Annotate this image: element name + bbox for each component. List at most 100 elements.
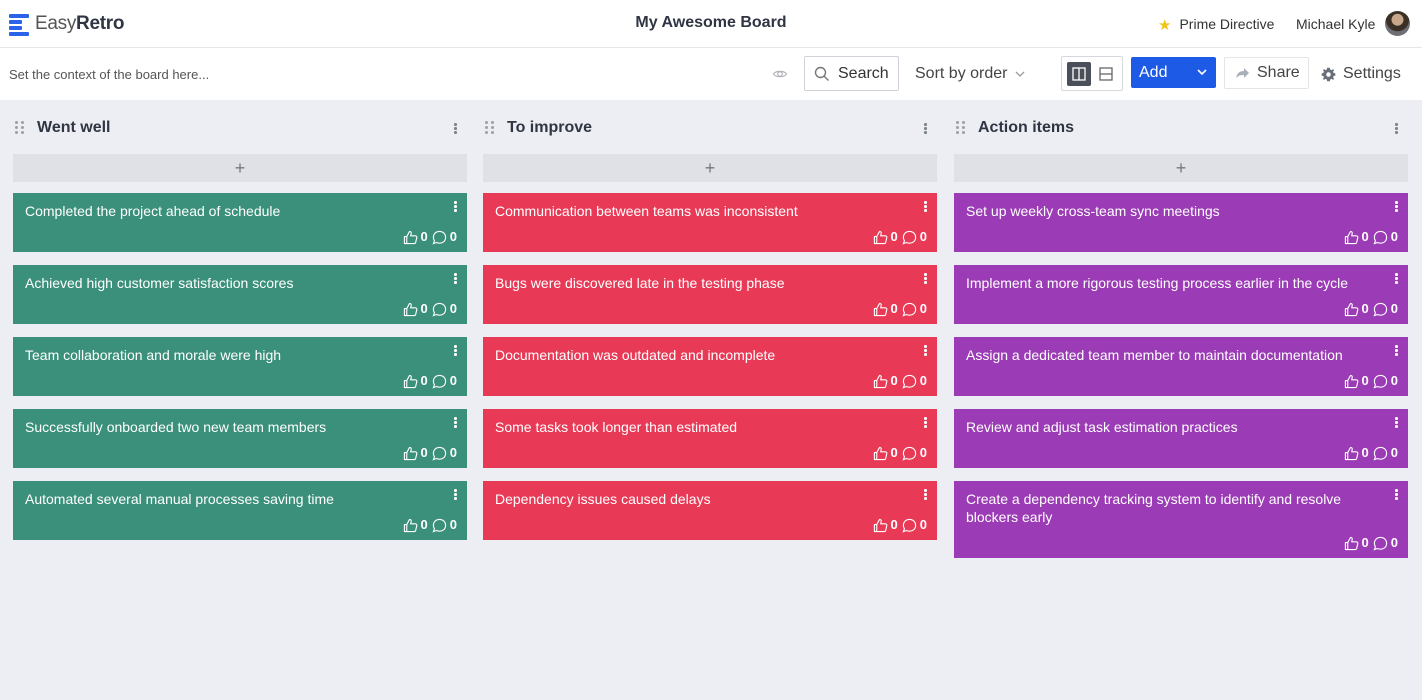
card-menu-icon[interactable] <box>451 199 459 213</box>
sort-dropdown[interactable]: Sort by order <box>915 65 1025 83</box>
card-menu-icon[interactable] <box>921 487 929 501</box>
card-menu-icon[interactable] <box>921 343 929 357</box>
card-menu-icon[interactable] <box>1392 343 1400 357</box>
comment-icon <box>1373 536 1387 551</box>
add-card-button[interactable]: + <box>483 154 937 182</box>
like-button[interactable] <box>403 374 418 389</box>
column-title[interactable]: Action items <box>978 119 1075 136</box>
card-menu-icon[interactable] <box>921 271 929 285</box>
card-menu-icon[interactable] <box>451 487 459 501</box>
avatar[interactable] <box>1385 11 1410 36</box>
card[interactable]: Bugs were discovered late in the testing… <box>483 265 937 324</box>
like-button[interactable] <box>403 518 418 533</box>
column-title[interactable]: To improve <box>507 119 593 136</box>
card-footer: 0 0 <box>873 228 927 246</box>
card-menu-icon[interactable] <box>1392 271 1400 285</box>
card-menu-icon[interactable] <box>451 415 459 429</box>
add-button[interactable]: Add <box>1131 57 1216 88</box>
prime-directive-link[interactable]: ★ Prime Directive <box>1158 15 1274 34</box>
comment-button[interactable] <box>902 374 917 389</box>
card-text: Dependency issues caused delays <box>495 491 711 507</box>
card-menu-icon[interactable] <box>921 415 929 429</box>
comment-button[interactable] <box>432 446 447 461</box>
card[interactable]: Automated several manual processes savin… <box>13 481 467 540</box>
like-count: 0 <box>890 229 898 244</box>
board-context-input[interactable]: Set the context of the board here... <box>9 67 210 82</box>
card-text: Create a dependency tracking system to i… <box>966 491 1342 525</box>
like-button[interactable] <box>873 302 888 317</box>
column-menu-icon[interactable] <box>1392 121 1400 135</box>
card[interactable]: Documentation was outdated and incomplet… <box>483 337 937 396</box>
like-count: 0 <box>1361 535 1369 550</box>
comment-button[interactable] <box>1373 536 1388 551</box>
add-card-button[interactable]: + <box>954 154 1408 182</box>
comment-button[interactable] <box>1373 230 1388 245</box>
card[interactable]: Set up weekly cross-team sync meetings 0… <box>954 193 1408 252</box>
card[interactable]: Some tasks took longer than estimated 0 … <box>483 409 937 468</box>
card[interactable]: Team collaboration and morale were high … <box>13 337 467 396</box>
card-menu-icon[interactable] <box>921 199 929 213</box>
card-text: Team collaboration and morale were high <box>25 347 282 363</box>
like-button[interactable] <box>1344 374 1359 389</box>
user-name[interactable]: Michael Kyle <box>1296 16 1376 32</box>
comment-count: 0 <box>919 373 927 388</box>
column-menu-icon[interactable] <box>451 121 459 135</box>
card[interactable]: Successfully onboarded two new team memb… <box>13 409 467 468</box>
share-button[interactable]: Share <box>1224 57 1309 89</box>
card[interactable]: Dependency issues caused delays 0 0 <box>483 481 937 540</box>
comment-button[interactable] <box>432 302 447 317</box>
settings-button[interactable]: Settings <box>1321 65 1401 83</box>
comment-count: 0 <box>919 445 927 460</box>
card[interactable]: Review and adjust task estimation practi… <box>954 409 1408 468</box>
card-menu-icon[interactable] <box>1392 487 1400 501</box>
comment-count: 0 <box>919 229 927 244</box>
easyretro-logo[interactable]: EasyRetro <box>9 12 124 36</box>
like-button[interactable] <box>873 446 888 461</box>
board-title[interactable]: My Awesome Board <box>635 14 787 31</box>
card[interactable]: Create a dependency tracking system to i… <box>954 481 1408 558</box>
like-button[interactable] <box>1344 536 1359 551</box>
like-button[interactable] <box>403 446 418 461</box>
card-footer: 0 0 <box>1344 300 1398 318</box>
column-menu-icon[interactable] <box>921 121 929 135</box>
column-title[interactable]: Went well <box>37 119 111 136</box>
drag-handle-icon[interactable] <box>956 121 966 135</box>
like-button[interactable] <box>873 518 888 533</box>
card[interactable]: Achieved high customer satisfaction scor… <box>13 265 467 324</box>
like-button[interactable] <box>403 230 418 245</box>
comment-button[interactable] <box>432 374 447 389</box>
comment-button[interactable] <box>432 230 447 245</box>
like-button[interactable] <box>873 230 888 245</box>
comment-button[interactable] <box>1373 302 1388 317</box>
card-menu-icon[interactable] <box>1392 415 1400 429</box>
card[interactable]: Implement a more rigorous testing proces… <box>954 265 1408 324</box>
comment-button[interactable] <box>902 446 917 461</box>
chevron-down-icon[interactable] <box>1196 66 1208 78</box>
rows-view-button[interactable] <box>1094 62 1118 86</box>
drag-handle-icon[interactable] <box>15 121 25 135</box>
comment-button[interactable] <box>902 302 917 317</box>
like-button[interactable] <box>1344 446 1359 461</box>
eye-icon[interactable] <box>772 66 788 82</box>
like-button[interactable] <box>403 302 418 317</box>
card-menu-icon[interactable] <box>451 343 459 357</box>
card[interactable]: Communication between teams was inconsis… <box>483 193 937 252</box>
card[interactable]: Completed the project ahead of schedule … <box>13 193 467 252</box>
card-menu-icon[interactable] <box>451 271 459 285</box>
columns-view-button[interactable] <box>1067 61 1091 86</box>
drag-handle-icon[interactable] <box>485 121 495 135</box>
like-button[interactable] <box>1344 302 1359 317</box>
comment-button[interactable] <box>1373 374 1388 389</box>
search-button[interactable]: Search <box>804 56 899 91</box>
comment-button[interactable] <box>432 518 447 533</box>
like-button[interactable] <box>873 374 888 389</box>
comment-button[interactable] <box>902 230 917 245</box>
columns-view-icon <box>1072 66 1086 81</box>
add-card-button[interactable]: + <box>13 154 467 182</box>
card-menu-icon[interactable] <box>1392 199 1400 213</box>
thumbs-up-icon <box>1344 230 1358 244</box>
card[interactable]: Assign a dedicated team member to mainta… <box>954 337 1408 396</box>
comment-button[interactable] <box>902 518 917 533</box>
like-button[interactable] <box>1344 230 1359 245</box>
comment-button[interactable] <box>1373 446 1388 461</box>
